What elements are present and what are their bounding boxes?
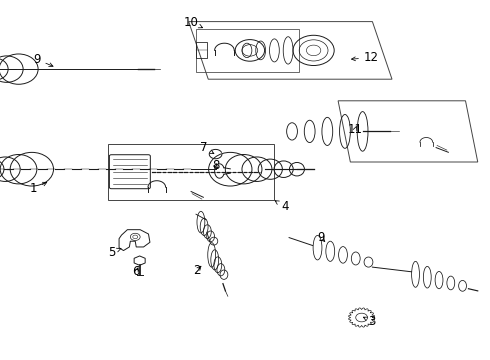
Text: 1: 1 xyxy=(29,182,47,195)
Text: 4: 4 xyxy=(275,201,289,213)
Text: 2: 2 xyxy=(193,264,201,277)
Text: 3: 3 xyxy=(364,315,375,328)
Text: 11: 11 xyxy=(348,123,363,136)
Text: 10: 10 xyxy=(184,16,202,29)
Text: 12: 12 xyxy=(351,51,379,64)
Text: 9: 9 xyxy=(33,53,53,67)
Text: 8: 8 xyxy=(212,159,220,172)
Text: 5: 5 xyxy=(108,246,121,258)
Text: 9: 9 xyxy=(317,231,325,244)
Bar xyxy=(196,42,207,58)
Text: 6: 6 xyxy=(132,265,140,278)
Text: 7: 7 xyxy=(199,141,214,154)
